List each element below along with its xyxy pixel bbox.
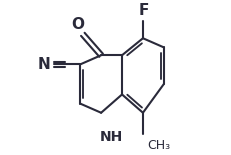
Text: F: F <box>139 3 149 18</box>
Text: N: N <box>37 57 50 72</box>
Text: O: O <box>71 17 84 32</box>
Text: NH: NH <box>100 130 123 144</box>
Text: CH₃: CH₃ <box>147 139 170 152</box>
